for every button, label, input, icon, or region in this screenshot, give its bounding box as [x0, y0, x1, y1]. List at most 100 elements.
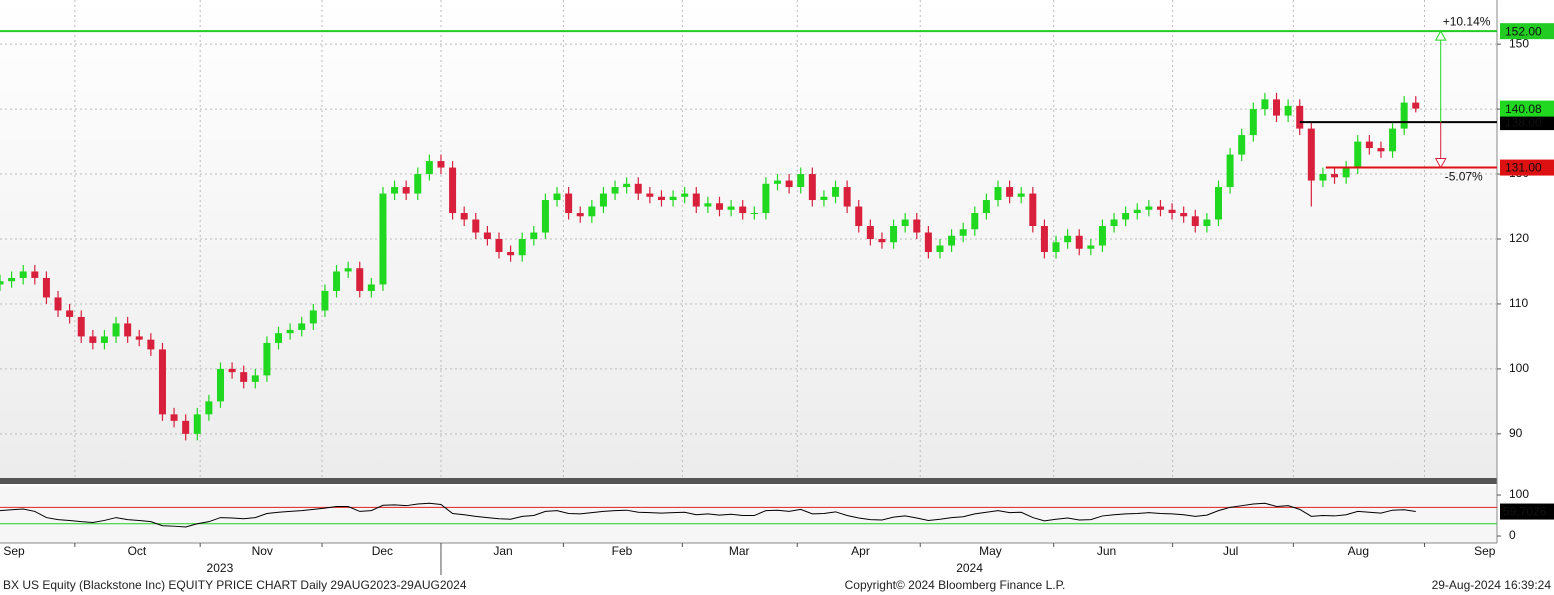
candle-body: [147, 339, 155, 350]
y-tick-label: 100: [1509, 487, 1529, 501]
candle-body: [205, 401, 213, 415]
level-label: 152.00: [1505, 24, 1542, 38]
candle-body: [1180, 213, 1188, 217]
candle-body: [1284, 105, 1292, 116]
level-label: 138.00: [1505, 115, 1542, 129]
candle-body: [739, 206, 747, 214]
candle-body: [240, 372, 248, 382]
candle-body: [1214, 187, 1222, 220]
candle-body: [100, 336, 108, 343]
candle-body: [1052, 242, 1060, 252]
y-tick-label: 0: [1509, 528, 1516, 542]
candle-body: [785, 180, 793, 188]
candle-body: [1191, 216, 1199, 227]
candle-body: [715, 203, 723, 210]
candle-body: [228, 368, 236, 373]
candle-body: [298, 323, 306, 330]
y-tick-label: 110: [1509, 296, 1528, 310]
candle-body: [530, 232, 538, 239]
y-tick-label: 90: [1509, 426, 1523, 440]
candle-body: [623, 183, 631, 188]
candle-body: [832, 187, 840, 197]
rsi-tag: [1500, 503, 1554, 520]
candle-body: [808, 174, 816, 201]
year-label: 2024: [956, 561, 983, 575]
candle-body: [321, 290, 329, 311]
candle-body: [599, 193, 607, 207]
candle-body: [66, 310, 74, 317]
candle-body: [634, 183, 642, 194]
candle-body: [565, 193, 573, 214]
candle-body: [437, 161, 445, 168]
candle-body: [1226, 154, 1234, 188]
candle-body: [1238, 135, 1246, 155]
y-tick-label: 120: [1509, 231, 1529, 245]
candle-body: [1145, 206, 1153, 210]
candle-body: [1319, 174, 1327, 181]
candle-body: [948, 235, 956, 246]
candle-body: [135, 336, 143, 340]
candle-body: [1064, 235, 1072, 243]
candle-body: [42, 277, 50, 298]
candle-body: [495, 239, 503, 252]
candle-body: [460, 213, 468, 220]
level-tag: [1500, 23, 1554, 40]
candle-body: [507, 251, 515, 256]
year-label: 2023: [207, 561, 234, 575]
level-tag: [1500, 159, 1554, 176]
candle-body: [797, 174, 805, 188]
x-tick-label: Nov: [252, 544, 273, 558]
candle-body: [158, 349, 166, 415]
level-tag: [1500, 114, 1554, 131]
candle-body: [379, 193, 387, 285]
footer-left: BX US Equity (Blackstone Inc) EQUITY PRI…: [3, 578, 467, 592]
candle-body: [449, 167, 457, 214]
candle-body: [344, 268, 352, 272]
candle-body: [182, 420, 190, 434]
candle-body: [472, 219, 480, 233]
x-tick-label: Jun: [1097, 544, 1116, 558]
x-tick-label: Apr: [851, 544, 870, 558]
candle-body: [982, 200, 990, 214]
arrow-head: [1434, 30, 1447, 41]
candle-body: [1342, 167, 1350, 178]
candle-body: [692, 193, 700, 207]
candle-body: [553, 193, 561, 201]
price-pane: [0, 0, 1497, 478]
candle-body: [669, 196, 677, 201]
candle-body: [1110, 219, 1118, 227]
candle-body: [1006, 187, 1014, 197]
candle-body: [1261, 99, 1269, 110]
candle-body: [1040, 226, 1048, 252]
candle-body: [77, 316, 85, 337]
candle-body: [89, 336, 97, 343]
candle-body: [286, 329, 294, 334]
candle-body: [1075, 235, 1083, 249]
candle-body: [913, 219, 921, 233]
candle-body: [901, 219, 909, 227]
candle-body: [1029, 193, 1037, 227]
candle-body: [1365, 141, 1373, 149]
candle-body: [1203, 219, 1211, 227]
candle-body: [19, 271, 27, 278]
candle-body: [1412, 102, 1420, 109]
candle-body: [170, 414, 178, 421]
candle-body: [402, 187, 410, 194]
candle-body: [1122, 213, 1130, 220]
x-tick-label: May: [979, 544, 1002, 558]
candle-body: [275, 333, 283, 343]
candle-body: [971, 213, 979, 230]
candle-body: [193, 414, 201, 434]
candle-body: [8, 277, 16, 282]
candle-body: [657, 196, 665, 201]
candle-body: [727, 206, 735, 210]
candle-body: [576, 213, 584, 217]
candle-body: [1098, 226, 1106, 246]
footer-right: 29-Aug-2024 16:39:24: [1432, 578, 1552, 592]
candle-body: [1354, 141, 1362, 168]
candle-body: [704, 203, 712, 207]
last-price-label: 140.08: [1505, 102, 1542, 116]
x-tick-label: Sep: [1474, 544, 1496, 558]
footer-center: Copyright© 2024 Bloomberg Finance L.P.: [845, 578, 1066, 592]
